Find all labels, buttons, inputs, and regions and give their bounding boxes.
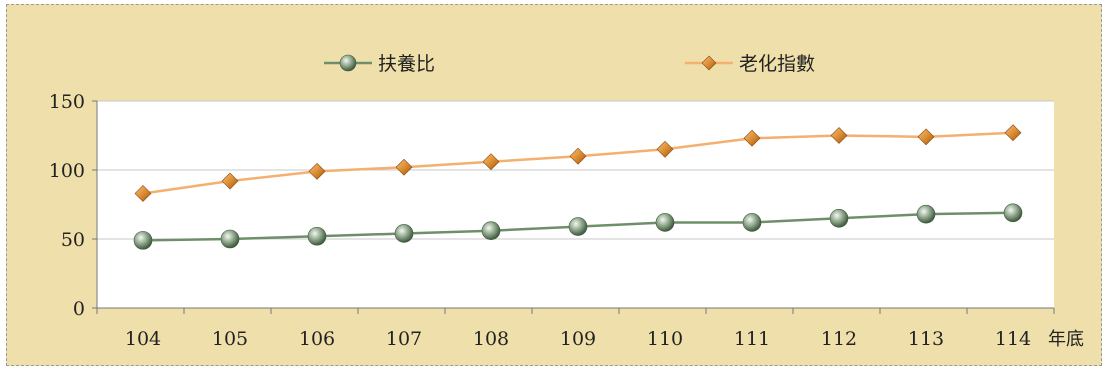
- data-point-dependency-ratio: [916, 204, 936, 224]
- data-point-aging-index: [743, 129, 761, 147]
- data-point-aging-index: [308, 162, 326, 180]
- axes: [92, 100, 1055, 314]
- data-point-dependency-ratio: [394, 224, 414, 243]
- x-tick-label: 113: [908, 328, 944, 350]
- data-point-aging-index: [482, 153, 500, 171]
- data-point-aging-index: [134, 185, 152, 202]
- y-tick-label: 0: [73, 298, 85, 320]
- y-tick-label: 150: [49, 91, 85, 113]
- data-point-aging-index: [656, 140, 674, 158]
- data-point-aging-index: [917, 128, 935, 146]
- x-tick-label: 104: [125, 328, 161, 350]
- plot-area: [97, 101, 1054, 308]
- data-point-dependency-ratio: [481, 221, 501, 241]
- x-tick-label: 111: [734, 328, 770, 350]
- x-tick-label: 105: [212, 328, 248, 350]
- data-point-aging-index: [221, 172, 239, 190]
- series: [133, 124, 1023, 250]
- y-tick-label: 50: [61, 229, 85, 251]
- data-point-aging-index: [1004, 124, 1022, 142]
- legend-label-aging-index: 老化指數: [739, 53, 815, 75]
- x-tick-label: 110: [647, 328, 683, 350]
- data-point-dependency-ratio: [655, 213, 675, 232]
- y-tick-label: 100: [49, 160, 85, 182]
- x-tick-label: 108: [473, 328, 509, 350]
- legend-item-aging-index: 老化指數: [685, 53, 815, 75]
- data-point-dependency-ratio: [133, 231, 153, 250]
- legend-item-dependency-ratio: 扶養比: [324, 53, 435, 75]
- data-point-dependency-ratio: [568, 217, 588, 236]
- data-point-dependency-ratio: [220, 229, 240, 249]
- x-tick-label: 106: [299, 328, 335, 350]
- x-tick-label: 107: [386, 328, 422, 350]
- data-point-dependency-ratio: [1003, 203, 1023, 223]
- data-point-aging-index: [395, 158, 413, 176]
- data-point-aging-index: [830, 127, 848, 144]
- x-tick-label: 109: [560, 328, 596, 350]
- data-point-dependency-ratio: [829, 209, 849, 228]
- data-point-dependency-ratio: [307, 226, 327, 246]
- data-point-dependency-ratio: [742, 213, 762, 232]
- x-axis-unit-label: 年底: [1048, 329, 1084, 350]
- x-tick-label: 112: [821, 328, 857, 350]
- legend: 扶養比 老化指數: [324, 53, 815, 75]
- tick-labels: 0 50 100 150 104 105 106 107 108 109 110 111 112 113 1…: [49, 91, 1031, 350]
- x-tick-label: 114: [995, 328, 1031, 350]
- legend-label-dependency-ratio: 扶養比: [378, 53, 435, 75]
- data-point-aging-index: [569, 147, 587, 165]
